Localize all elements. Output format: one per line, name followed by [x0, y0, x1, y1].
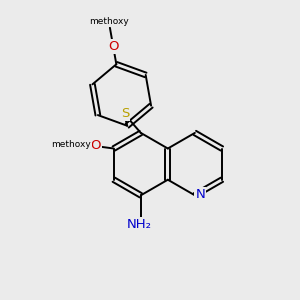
Text: O: O [109, 40, 119, 53]
Text: methoxy: methoxy [51, 140, 91, 149]
Text: NH₂: NH₂ [127, 218, 152, 231]
Text: S: S [121, 107, 129, 120]
Text: O: O [91, 139, 101, 152]
Text: N: N [195, 188, 205, 201]
Text: methoxy: methoxy [89, 17, 129, 26]
